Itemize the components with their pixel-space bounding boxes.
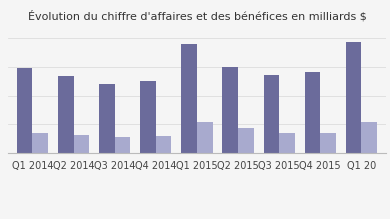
Bar <box>305 72 320 153</box>
Bar <box>58 76 74 153</box>
Bar <box>238 128 254 153</box>
Bar <box>346 42 362 153</box>
Bar <box>140 81 156 153</box>
Bar <box>156 136 172 153</box>
Title: Évolution du chiffre d'affaires et des bénéfices en milliards $: Évolution du chiffre d'affaires et des b… <box>28 10 366 21</box>
Bar <box>74 135 89 153</box>
Bar <box>181 44 197 153</box>
Bar <box>279 132 295 153</box>
Bar <box>17 68 32 153</box>
Bar <box>115 137 130 153</box>
Bar <box>362 122 377 153</box>
Bar <box>32 132 48 153</box>
Bar <box>197 122 213 153</box>
Bar <box>264 75 279 153</box>
Bar <box>222 67 238 153</box>
Bar <box>320 132 336 153</box>
Bar <box>99 84 115 153</box>
